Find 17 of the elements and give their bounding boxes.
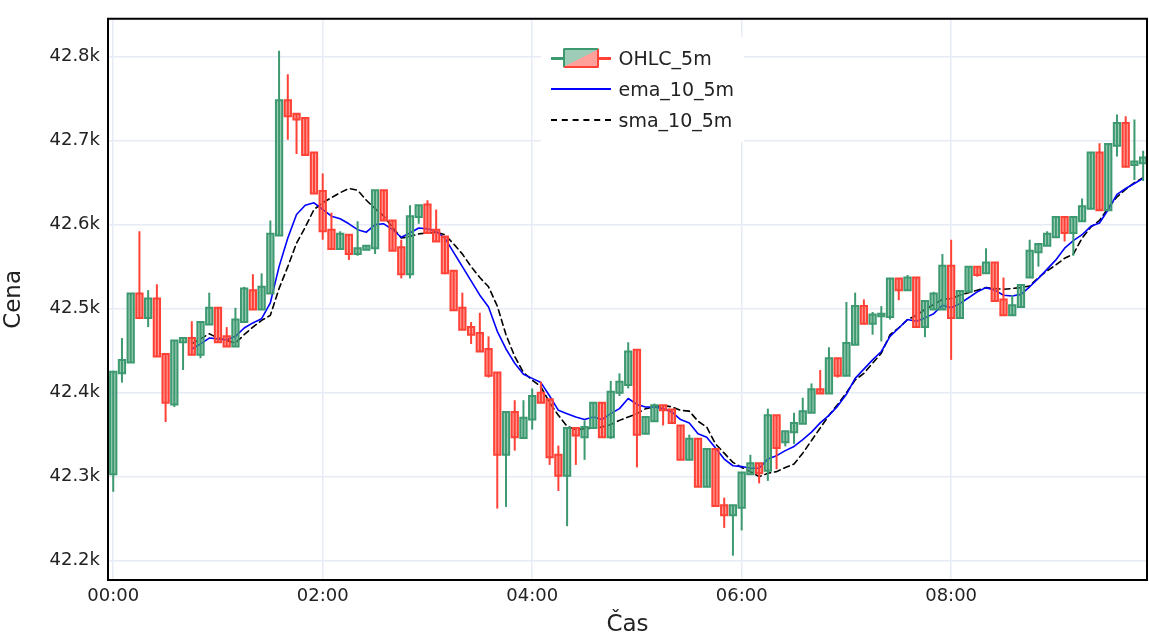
y-axis-title: Cena xyxy=(0,269,25,329)
y-tick-label: 42.2k xyxy=(49,548,101,570)
x-tick-label: 06:00 xyxy=(715,584,768,606)
legend-label: sma_10_5m xyxy=(618,109,733,132)
y-tick-label: 42.7k xyxy=(49,128,101,150)
y-tick-label: 42.5k xyxy=(49,296,101,318)
x-tick-label: 00:00 xyxy=(87,584,140,606)
x-axis-title: Čas xyxy=(606,609,649,637)
y-tick-label: 42.8k xyxy=(49,44,101,66)
y-tick-label: 42.4k xyxy=(49,380,101,402)
legend-label: ema_10_5m xyxy=(618,78,735,101)
legend-label: OHLC_5m xyxy=(618,47,712,70)
y-tick-label: 42.6k xyxy=(49,212,101,234)
x-tick-label: 04:00 xyxy=(506,584,559,606)
x-tick-label: 08:00 xyxy=(925,584,978,606)
x-tick-label: 02:00 xyxy=(296,584,349,606)
y-tick-label: 42.3k xyxy=(49,464,101,486)
